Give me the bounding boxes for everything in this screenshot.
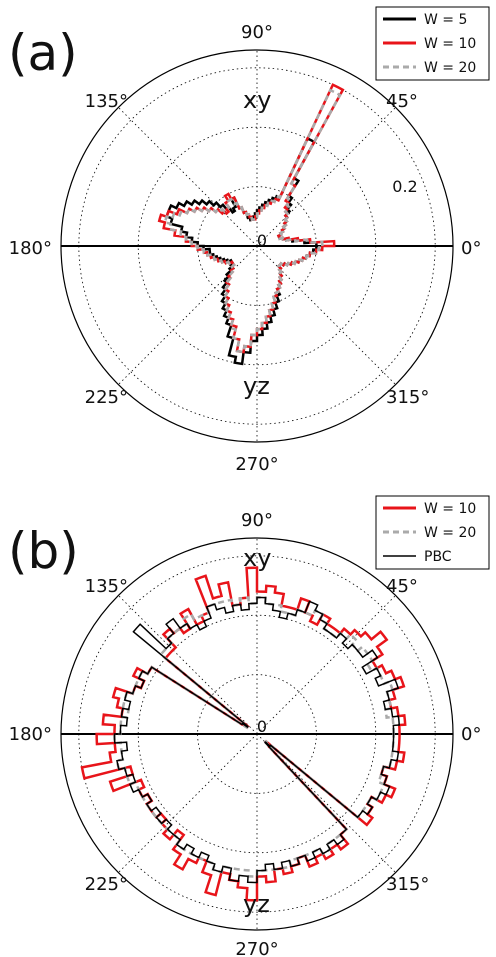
series-group — [157, 83, 345, 366]
annotation-xy: xy — [243, 86, 271, 114]
legend-entry: W = 10 — [424, 36, 476, 52]
tick-label-45: 45° — [386, 91, 418, 112]
tick-label-315: 315° — [386, 387, 429, 408]
angle-labels: 0° 45° 90° 135° 180° 225° 270° 315° 0 0.… — [9, 22, 482, 475]
tick-label-225: 225° — [85, 874, 128, 895]
tick-label-225: 225° — [85, 387, 128, 408]
tick-label-0: 0° — [461, 238, 481, 259]
grid-spoke — [118, 595, 258, 735]
series-group — [80, 566, 407, 902]
panel-label: (a) — [8, 24, 78, 82]
annotation-xy: xy — [243, 544, 271, 572]
panel-a: (a) 0° 45° 90° 135° 180° 225° 270° 315° … — [8, 6, 490, 475]
panel-label: (b) — [8, 522, 79, 580]
grid-spoke — [118, 107, 258, 247]
tick-label-270: 270° — [235, 454, 278, 475]
tick-label-135: 135° — [85, 576, 128, 597]
grid-spoke — [256, 107, 396, 247]
tick-label-180: 180° — [9, 724, 52, 745]
annotation-yz: yz — [243, 372, 270, 400]
angle-labels: 0° 45° 90° 135° 180° 225° 270° 315° 0 xy… — [9, 510, 482, 957]
tick-label-315: 315° — [386, 874, 429, 895]
tick-label-0: 0° — [461, 724, 481, 745]
legend: W = 5 W = 10 W = 20 — [375, 6, 490, 81]
tick-label-180: 180° — [9, 238, 52, 259]
tick-label-135: 135° — [85, 91, 128, 112]
polar-grid — [60, 49, 454, 443]
tick-label-90: 90° — [241, 22, 273, 43]
panel-b: (b) 0° 45° 90° 135° 180° 225° 270° 315° … — [8, 495, 490, 957]
legend-entry: PBC — [424, 549, 452, 565]
legend-entry: W = 20 — [424, 60, 476, 76]
legend-entry: W = 10 — [424, 501, 476, 517]
tick-label-90: 90° — [241, 510, 273, 531]
grid-spoke — [118, 733, 258, 873]
grid-spoke — [256, 595, 396, 735]
legend-entry: W = 5 — [424, 12, 467, 28]
series-line-pbc — [113, 596, 401, 884]
radial-tick-0: 0 — [257, 717, 267, 736]
series-line-w-5 — [165, 136, 318, 366]
tick-label-270: 270° — [235, 939, 278, 957]
radial-tick-0.2: 0.2 — [392, 177, 417, 196]
annotation-yz: yz — [243, 890, 270, 918]
legend-entry: W = 20 — [424, 525, 476, 541]
radial-tick-0: 0 — [257, 231, 267, 250]
legend: W = 10 W = 20 PBC — [375, 495, 490, 570]
tick-label-45: 45° — [386, 576, 418, 597]
series-line-w-20 — [163, 88, 342, 354]
